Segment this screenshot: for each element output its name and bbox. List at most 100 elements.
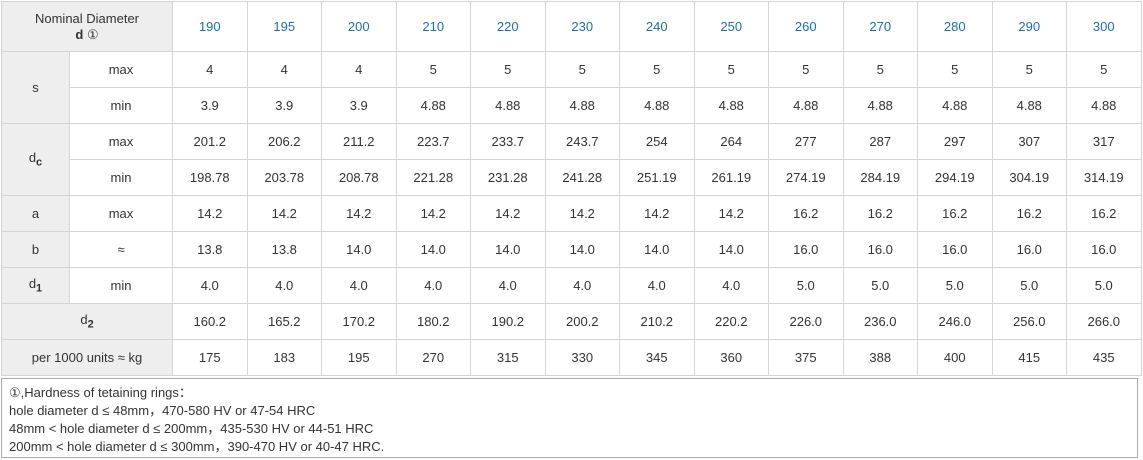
value-cell: 13.8 [172, 231, 248, 268]
value-cell: 5 [842, 51, 919, 88]
diameter-header-cell: 220 [470, 1, 546, 52]
value-cell: 5 [544, 51, 621, 88]
value-cell: 3.9 [321, 87, 397, 124]
value-cell: 4.0 [470, 267, 546, 304]
value-cell: 4.88 [395, 87, 472, 124]
value-cell: 261.19 [693, 159, 770, 196]
value-cell: 435 [1066, 339, 1142, 376]
value-cell: 4.0 [246, 267, 323, 304]
value-cell: 284.19 [842, 159, 919, 196]
value-cell: 221.28 [395, 159, 472, 196]
value-cell: 266.0 [1066, 303, 1142, 340]
value-cell: 4.88 [544, 87, 621, 124]
value-cell: 4.88 [917, 87, 993, 124]
parameter-subscript: 2 [87, 318, 94, 331]
value-cell: 198.78 [172, 159, 248, 196]
value-cell: 5 [470, 51, 546, 88]
diameter-header-cell: 200 [321, 1, 397, 52]
value-cell: 287 [842, 123, 919, 160]
value-cell: 14.2 [321, 195, 397, 232]
value-cell: 3.9 [172, 87, 248, 124]
footnote-line: 200mm < hole diameter d ≤ 300mm，390-470 … [9, 439, 385, 454]
value-cell: 5 [1066, 51, 1142, 88]
header-row: Nominal Diameter d ① 190 195 200 210 220 230 2… [0, 1, 1142, 52]
value-cell: 4.0 [619, 267, 695, 304]
footnote-line: ①,Hardness of tetaining rings： [9, 385, 192, 400]
value-cell: 4.0 [395, 267, 472, 304]
value-cell: 415 [991, 339, 1068, 376]
table-row: dc max 201.2 206.2 211.2 223.7 233.7 243.7 254 26… [1, 123, 1142, 196]
value-cell: 5 [991, 51, 1068, 88]
parameter-subscript: 1 [36, 282, 43, 295]
value-cell: 4 [172, 51, 248, 88]
qualifier-cell: max [68, 51, 174, 88]
qualifier-cell: ≈ [68, 231, 174, 268]
value-cell: 4.88 [991, 87, 1068, 124]
value-cell: 5 [693, 51, 770, 88]
value-cell: 14.2 [619, 195, 695, 232]
value-cell: 211.2 [321, 123, 397, 160]
footnote-box: ①,Hardness of tetaining rings： hole diam… [1, 378, 1138, 458]
value-cell: 270 [395, 339, 472, 376]
diameter-header-cell: 210 [395, 1, 472, 52]
parameter-cell: b [1, 231, 70, 268]
table-row: a max 14.2 14.2 14.2 14.2 14.2 14.2 14.2 14.2 16.2… [1, 195, 1142, 232]
value-cell: 223.7 [395, 123, 472, 160]
value-cell: 317 [1066, 123, 1142, 160]
value-cell: 5 [619, 51, 695, 88]
value-cell: 5.0 [768, 267, 844, 304]
value-cell: 13.8 [246, 231, 323, 268]
qualifier-cell: max [68, 195, 174, 232]
value-cell: 16.2 [842, 195, 919, 232]
value-cell: 170.2 [321, 303, 397, 340]
table-row: b ≈13.8 13.8 14.0 14.0 14.0 14.0 14.0 14.0 16.0 16… [1, 231, 1142, 268]
spec-table: Nominal Diameter d ① 190 195 200 210 220 230 2… [0, 1, 1142, 376]
value-cell: 4.0 [172, 267, 248, 304]
value-cell: 388 [842, 339, 919, 376]
value-cell: 4 [246, 51, 323, 88]
nominal-diameter-header: Nominal Diameter d ① [0, 1, 174, 52]
nominal-diameter-label: Nominal Diameter [34, 10, 140, 26]
value-cell: 345 [619, 339, 695, 376]
value-cell: 210.2 [619, 303, 695, 340]
table-row: d1 min 4.0 4.0 4.0 4.0 4.0 4.0 4.0 4.0 5.0 5.0 5.0 5.… [1, 267, 1142, 304]
value-cell: 236.0 [842, 303, 919, 340]
value-cell: 14.0 [544, 231, 621, 268]
qualifier-cell: min [68, 159, 174, 196]
value-cell: 175 [172, 339, 248, 376]
diameter-header-cell: 300 [1066, 1, 1142, 52]
diameter-header-cell: 250 [693, 1, 770, 52]
table-row: per 1000 units ≈ kg 175 183 195 270 315 330 345… [0, 339, 1142, 376]
value-cell: 220.2 [693, 303, 770, 340]
value-cell: 274.19 [768, 159, 844, 196]
parameter-symbol: d [28, 150, 37, 166]
value-cell: 14.0 [470, 231, 546, 268]
value-cell: 226.0 [768, 303, 844, 340]
value-cell: 294.19 [917, 159, 993, 196]
value-cell: 4 [321, 51, 397, 88]
qualifier-cell: max [68, 123, 174, 160]
diameter-header-cell: 260 [768, 1, 844, 52]
value-cell: 5.0 [991, 267, 1068, 304]
value-cell: 16.0 [1066, 231, 1142, 268]
value-cell: 208.78 [321, 159, 397, 196]
value-cell: 277 [768, 123, 844, 160]
parameter-symbol: a [31, 206, 40, 221]
value-cell: 16.0 [768, 231, 844, 268]
value-cell: 315 [470, 339, 546, 376]
value-cell: 14.2 [395, 195, 472, 232]
value-cell: 183 [246, 339, 323, 376]
value-cell: 251.19 [619, 159, 695, 196]
value-cell: 3.9 [246, 87, 323, 124]
value-cell: 14.0 [693, 231, 770, 268]
value-cell: 264 [693, 123, 770, 160]
value-cell: 4.88 [470, 87, 546, 124]
diameter-header-cell: 240 [619, 1, 695, 52]
value-cell: 203.78 [246, 159, 323, 196]
value-cell: 4.88 [768, 87, 844, 124]
parameter-symbol: d [28, 276, 37, 292]
footnote-mark: ① [86, 26, 99, 42]
value-cell: 180.2 [395, 303, 472, 340]
parameter-symbol: s [32, 80, 39, 95]
diameter-header-cell: 230 [544, 1, 621, 52]
